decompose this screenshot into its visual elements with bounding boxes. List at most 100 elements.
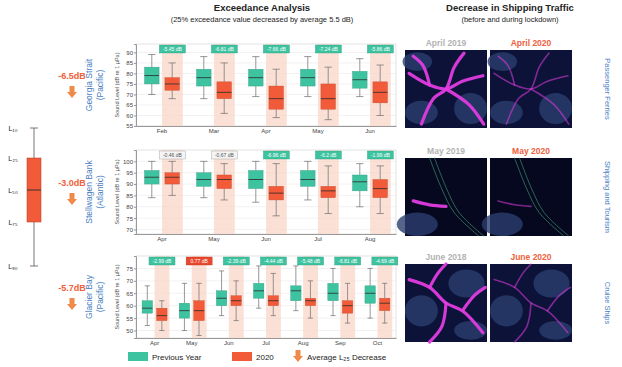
whisker-lower: [151, 184, 152, 198]
whisker-lower: [328, 109, 329, 120]
median: [321, 98, 336, 99]
tick: May: [208, 236, 219, 242]
tick: 70: [126, 92, 136, 98]
box: [291, 286, 301, 301]
median: [342, 305, 352, 306]
axis-line: [134, 151, 137, 235]
tick-mark: [134, 173, 136, 174]
whisker-cap: [182, 330, 187, 331]
whisker-lower: [151, 84, 152, 95]
tick: 100: [123, 159, 136, 165]
year-label: April 2019: [426, 38, 467, 48]
image-traffic: [515, 303, 531, 342]
box-series: [165, 63, 388, 120]
box: [342, 301, 352, 313]
whisker-cap: [221, 163, 228, 164]
tick-mark: [134, 318, 136, 319]
box: [157, 308, 167, 320]
difference-label: -7.66 dB: [267, 46, 287, 52]
tick-label: Aug: [298, 340, 309, 346]
tick: 60: [126, 113, 136, 119]
box: [142, 301, 152, 313]
image-land: [482, 213, 523, 236]
whisker-upper: [333, 268, 334, 283]
difference-label: -6.2 dB: [320, 152, 337, 158]
median: [373, 188, 388, 189]
whisker-upper: [236, 281, 237, 296]
year-label: April 2020: [511, 38, 552, 48]
median: [217, 179, 232, 180]
plot-frame: [136, 256, 396, 338]
tick-label: Jul: [314, 236, 322, 242]
image-traffic: [506, 53, 549, 124]
tick-mark: [134, 63, 136, 64]
median: [301, 179, 316, 180]
tick-label: 50: [126, 328, 133, 334]
whisker-lower: [184, 318, 185, 330]
highlight-band: [266, 44, 287, 126]
whisker-cap: [308, 280, 313, 281]
tick-label: 80: [126, 71, 133, 77]
average-decrease: -3.0dB: [58, 178, 86, 188]
difference-label: -0.46 dB: [163, 152, 183, 158]
image-traffic: [547, 287, 570, 310]
image-traffic: [498, 56, 514, 85]
box: [197, 173, 212, 187]
whisker-cap: [252, 202, 259, 203]
whisker-lower: [380, 198, 381, 214]
median: [380, 303, 390, 304]
traffic-row: April 2019April 2020Passenger Ferries: [403, 38, 612, 128]
arrow-icon: [67, 86, 77, 98]
median: [157, 315, 167, 316]
whisker-upper: [359, 164, 360, 175]
whisker-cap: [293, 265, 298, 266]
legend-label: Previous Year: [152, 353, 202, 362]
title: Exceedance Analysis: [214, 2, 310, 13]
image-traffic: [413, 201, 446, 206]
difference-labels: -5.45 dB-6.81 dB-7.66 dB-7.24 dB-5.86 dB: [159, 45, 393, 53]
whisker-upper: [224, 164, 225, 175]
whisker-upper: [359, 59, 360, 72]
whisker-cap: [221, 113, 228, 114]
whisker-lower: [359, 191, 360, 207]
whisker-upper: [151, 55, 152, 68]
box: [268, 296, 278, 306]
tick-label: May: [208, 236, 219, 242]
tick-label: 60: [126, 113, 133, 119]
whisker-lower: [276, 109, 277, 117]
whisker-cap: [368, 318, 373, 319]
whisker-cap: [273, 215, 280, 216]
whisker-upper: [276, 164, 277, 187]
schematic: L₁₀L₂₅L₅₀L₇₅L₉₀: [8, 125, 41, 270]
legend-label: 2020: [256, 353, 274, 362]
tick: 70: [126, 278, 136, 284]
tick-mark: [134, 268, 136, 269]
whisker-cap: [200, 56, 207, 57]
highlight-band: [229, 256, 244, 338]
whisker-cap: [148, 94, 155, 95]
box: [217, 82, 232, 99]
median: [353, 181, 368, 182]
whisker-cap: [219, 270, 224, 271]
whisker-upper: [380, 65, 381, 82]
difference-label: -6.96 dB: [267, 152, 287, 158]
difference-box: [211, 151, 237, 159]
axis-title: Sound Level (dB re 1 µPa): [114, 52, 120, 117]
tick: May: [312, 128, 323, 134]
median: [269, 193, 284, 194]
whisker-cap: [159, 300, 164, 301]
tick-mark: [134, 281, 136, 282]
image-traffic: [494, 73, 568, 89]
subtitle: (before and during lockdown): [461, 15, 559, 24]
box-panel: Glacier Bay(Pacific)-5.7dBSound Level (d…: [58, 256, 398, 346]
whisker-lower: [224, 189, 225, 200]
x-axis: FebMarAprMayJun: [137, 127, 397, 135]
whisker-cap: [148, 54, 155, 55]
tick-mark: [134, 207, 136, 208]
whisker-cap: [200, 161, 207, 162]
tick: Jul: [314, 236, 322, 242]
whisker-cap: [145, 285, 150, 286]
whisker-cap: [273, 117, 280, 118]
traffic-row: June 2018June 2020Cruise Ships: [405, 252, 612, 342]
image-traffic: [435, 158, 484, 236]
